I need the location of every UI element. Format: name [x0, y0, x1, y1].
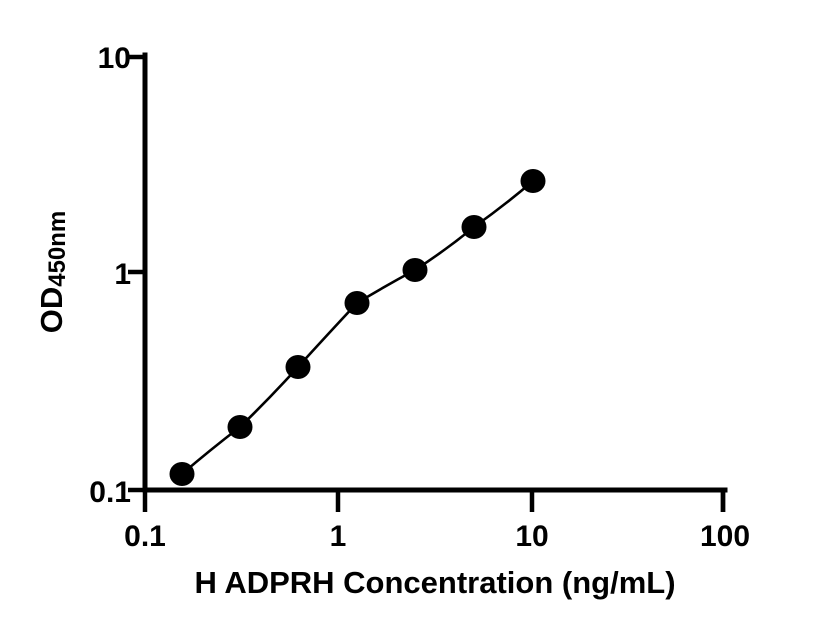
data-point	[402, 258, 428, 282]
y-axis-title: OD450nm	[34, 211, 71, 334]
y-axis-title-main: OD	[34, 287, 69, 334]
x-tick-label-100: 100	[700, 520, 750, 553]
data-point	[461, 215, 487, 239]
x-tick-label-0.1: 0.1	[124, 520, 166, 553]
y-axis-ticks	[128, 269, 145, 493]
data-point	[227, 415, 253, 439]
y-tick-label-1: 1	[114, 258, 131, 291]
data-point	[344, 291, 370, 315]
data-point	[169, 462, 195, 486]
data-point	[520, 169, 546, 193]
x-axis-title: H ADPRH Concentration (ng/mL)	[194, 565, 675, 600]
y-axis-title-text: OD450nm	[34, 211, 71, 334]
data-point	[285, 355, 311, 379]
x-tick-label-1: 1	[330, 520, 347, 553]
x-axis-ticks	[142, 490, 726, 512]
y-tick-label-0.1: 0.1	[89, 476, 131, 509]
y-tick-label-10: 10	[98, 42, 131, 75]
data-points-group	[169, 169, 546, 486]
x-tick-label-10: 10	[515, 520, 548, 553]
y-axis-title-sub: 450nm	[44, 211, 71, 287]
